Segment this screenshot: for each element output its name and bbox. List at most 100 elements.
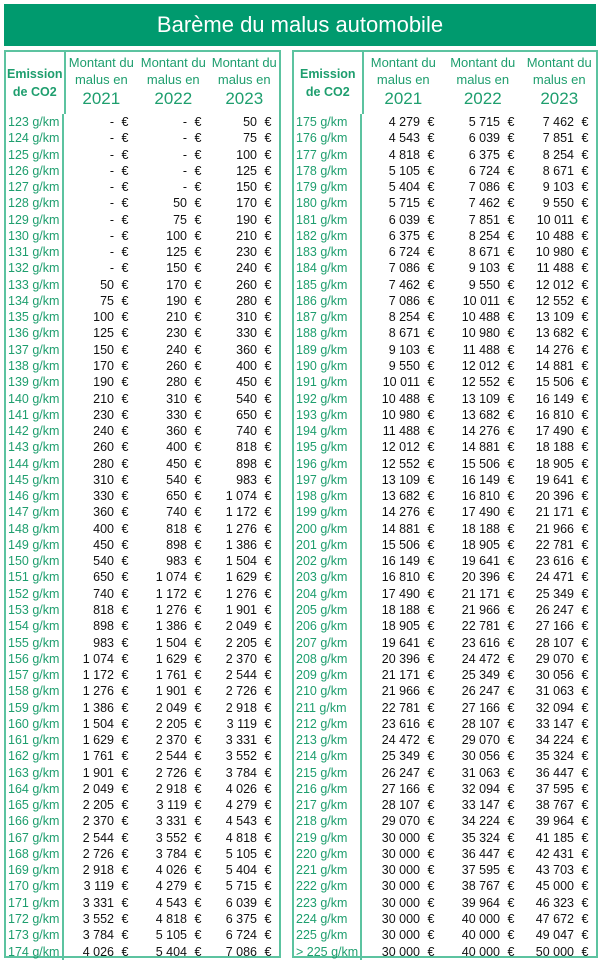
malus-amount: 170 [93,358,114,373]
malus-cell: 6 724 € [442,163,522,179]
table-row: 140 g/km 210 €310 €540 € [6,390,279,407]
malus-cell: 1 629 € [209,569,279,585]
malus-cell: 26 247 € [362,765,442,781]
malus-amount: 240 [236,261,257,276]
malus-cell: 740 € [209,423,279,439]
euro-sign: € [121,928,129,943]
euro-sign: € [264,228,272,243]
euro-sign: € [264,586,272,601]
malus-amount: 42 431 [535,846,574,861]
emission-cell: 223 g/km [294,894,362,912]
malus-cell: 8 254 € [362,309,442,325]
euro-sign: € [427,456,435,471]
malus-amount: 230 [93,407,114,422]
emission-cell: 156 g/km [6,650,64,668]
emission-cell: 126 g/km [6,162,64,180]
malus-amount: - [109,163,114,178]
malus-amount: 41 185 [535,830,574,845]
header-montant-line: Montant du [370,55,436,70]
table-row: 131 g/km - €125 €230 € [6,244,279,261]
malus-amount: 1 504 [155,635,187,650]
malus-amount: 31 063 [535,684,574,699]
malus-cell: 10 011 € [522,212,596,228]
emission-cell: 173 g/km [6,927,64,944]
malus-amount: 12 012 [461,358,500,373]
table-row: 128 g/km - €50 €170 € [6,195,279,212]
malus-amount: 17 490 [381,586,420,601]
malus-amount: 5 404 [225,863,257,878]
euro-sign: € [507,619,515,634]
malus-cell: 1 504 € [209,553,279,569]
malus-amount: 30 000 [381,912,420,927]
malus-cell: 21 966 € [522,521,596,537]
malus-amount: 36 447 [461,846,500,861]
emission-cell: 145 g/km [6,471,64,489]
malus-amount: 9 103 [468,261,500,276]
euro-sign: € [581,375,589,390]
emission-cell: 136 g/km [6,325,64,342]
table-header: Emission de CO2 Montant du malus en 2021 Mont… [6,52,279,114]
malus-amount: 5 105 [155,928,187,943]
malus-cell: 2 918 € [209,700,279,716]
euro-sign: € [427,879,435,894]
malus-amount: 400 [93,521,114,536]
euro-sign: € [427,619,435,634]
euro-sign: € [264,863,272,878]
euro-sign: € [427,342,435,357]
malus-amount: 7 086 [388,261,420,276]
euro-sign: € [194,635,202,650]
malus-amount: 14 276 [381,505,420,520]
malus-cell: 3 119 € [209,716,279,732]
malus-amount: 190 [236,212,257,227]
emission-cell: 178 g/km [294,162,362,180]
euro-sign: € [507,456,515,471]
euro-sign: € [507,212,515,227]
euro-sign: € [121,798,129,813]
malus-amount: 6 039 [388,212,420,227]
malus-amount: 7 462 [468,196,500,211]
euro-sign: € [427,668,435,683]
malus-amount: 740 [166,505,187,520]
malus-cell: 898 € [64,618,136,634]
table-header: Emission de CO2 Montant du malus en 2021 Mont… [294,52,596,114]
malus-amount: 8 254 [388,310,420,325]
malus-amount: 1 074 [155,570,187,585]
emission-cell: 148 g/km [6,520,64,537]
malus-cell: 3 331 € [64,895,136,911]
malus-cell: 280 € [64,456,136,472]
emission-cell: 220 g/km [294,845,362,863]
table-row: 224 g/km 30 000 €40 000 €47 672 € [294,911,596,928]
table-row: 130 g/km - €100 €210 € [6,227,279,245]
malus-cell: 29 070 € [362,813,442,829]
euro-sign: € [427,212,435,227]
malus-amount: 33 147 [461,798,500,813]
malus-amount: 280 [236,293,257,308]
malus-cell: 40 000 € [442,944,522,960]
euro-sign: € [121,635,129,650]
euro-sign: € [581,537,589,552]
malus-cell: 360 € [136,423,209,439]
malus-amount: 50 [243,115,257,129]
malus-cell: 2 726 € [136,765,209,781]
table-row: 125 g/km - € - €100 € [6,146,279,163]
malus-cell: 15 506 € [522,374,596,390]
table-row: 202 g/km 16 149 €19 641 €23 616 € [294,553,596,570]
euro-sign: € [581,895,589,910]
malus-cell: 30 056 € [522,667,596,683]
malus-amount: 1 276 [225,521,257,536]
euro-sign: € [581,131,589,146]
euro-sign: € [427,391,435,406]
malus-amount: 360 [93,505,114,520]
malus-cell: 260 € [136,358,209,374]
malus-amount: 450 [166,456,187,471]
malus-amount: 12 012 [381,440,420,455]
table-row: 152 g/km 740 €1 172 €1 276 € [6,585,279,602]
malus-cell: 30 000 € [362,944,442,960]
malus-amount: 8 671 [468,245,500,260]
emission-cell: 201 g/km [294,536,362,554]
euro-sign: € [427,131,435,146]
malus-cell: 8 671 € [442,244,522,260]
malus-amount: 11 488 [382,424,420,439]
malus-cell: 29 070 € [522,651,596,667]
emission-cell: 161 g/km [6,732,64,749]
